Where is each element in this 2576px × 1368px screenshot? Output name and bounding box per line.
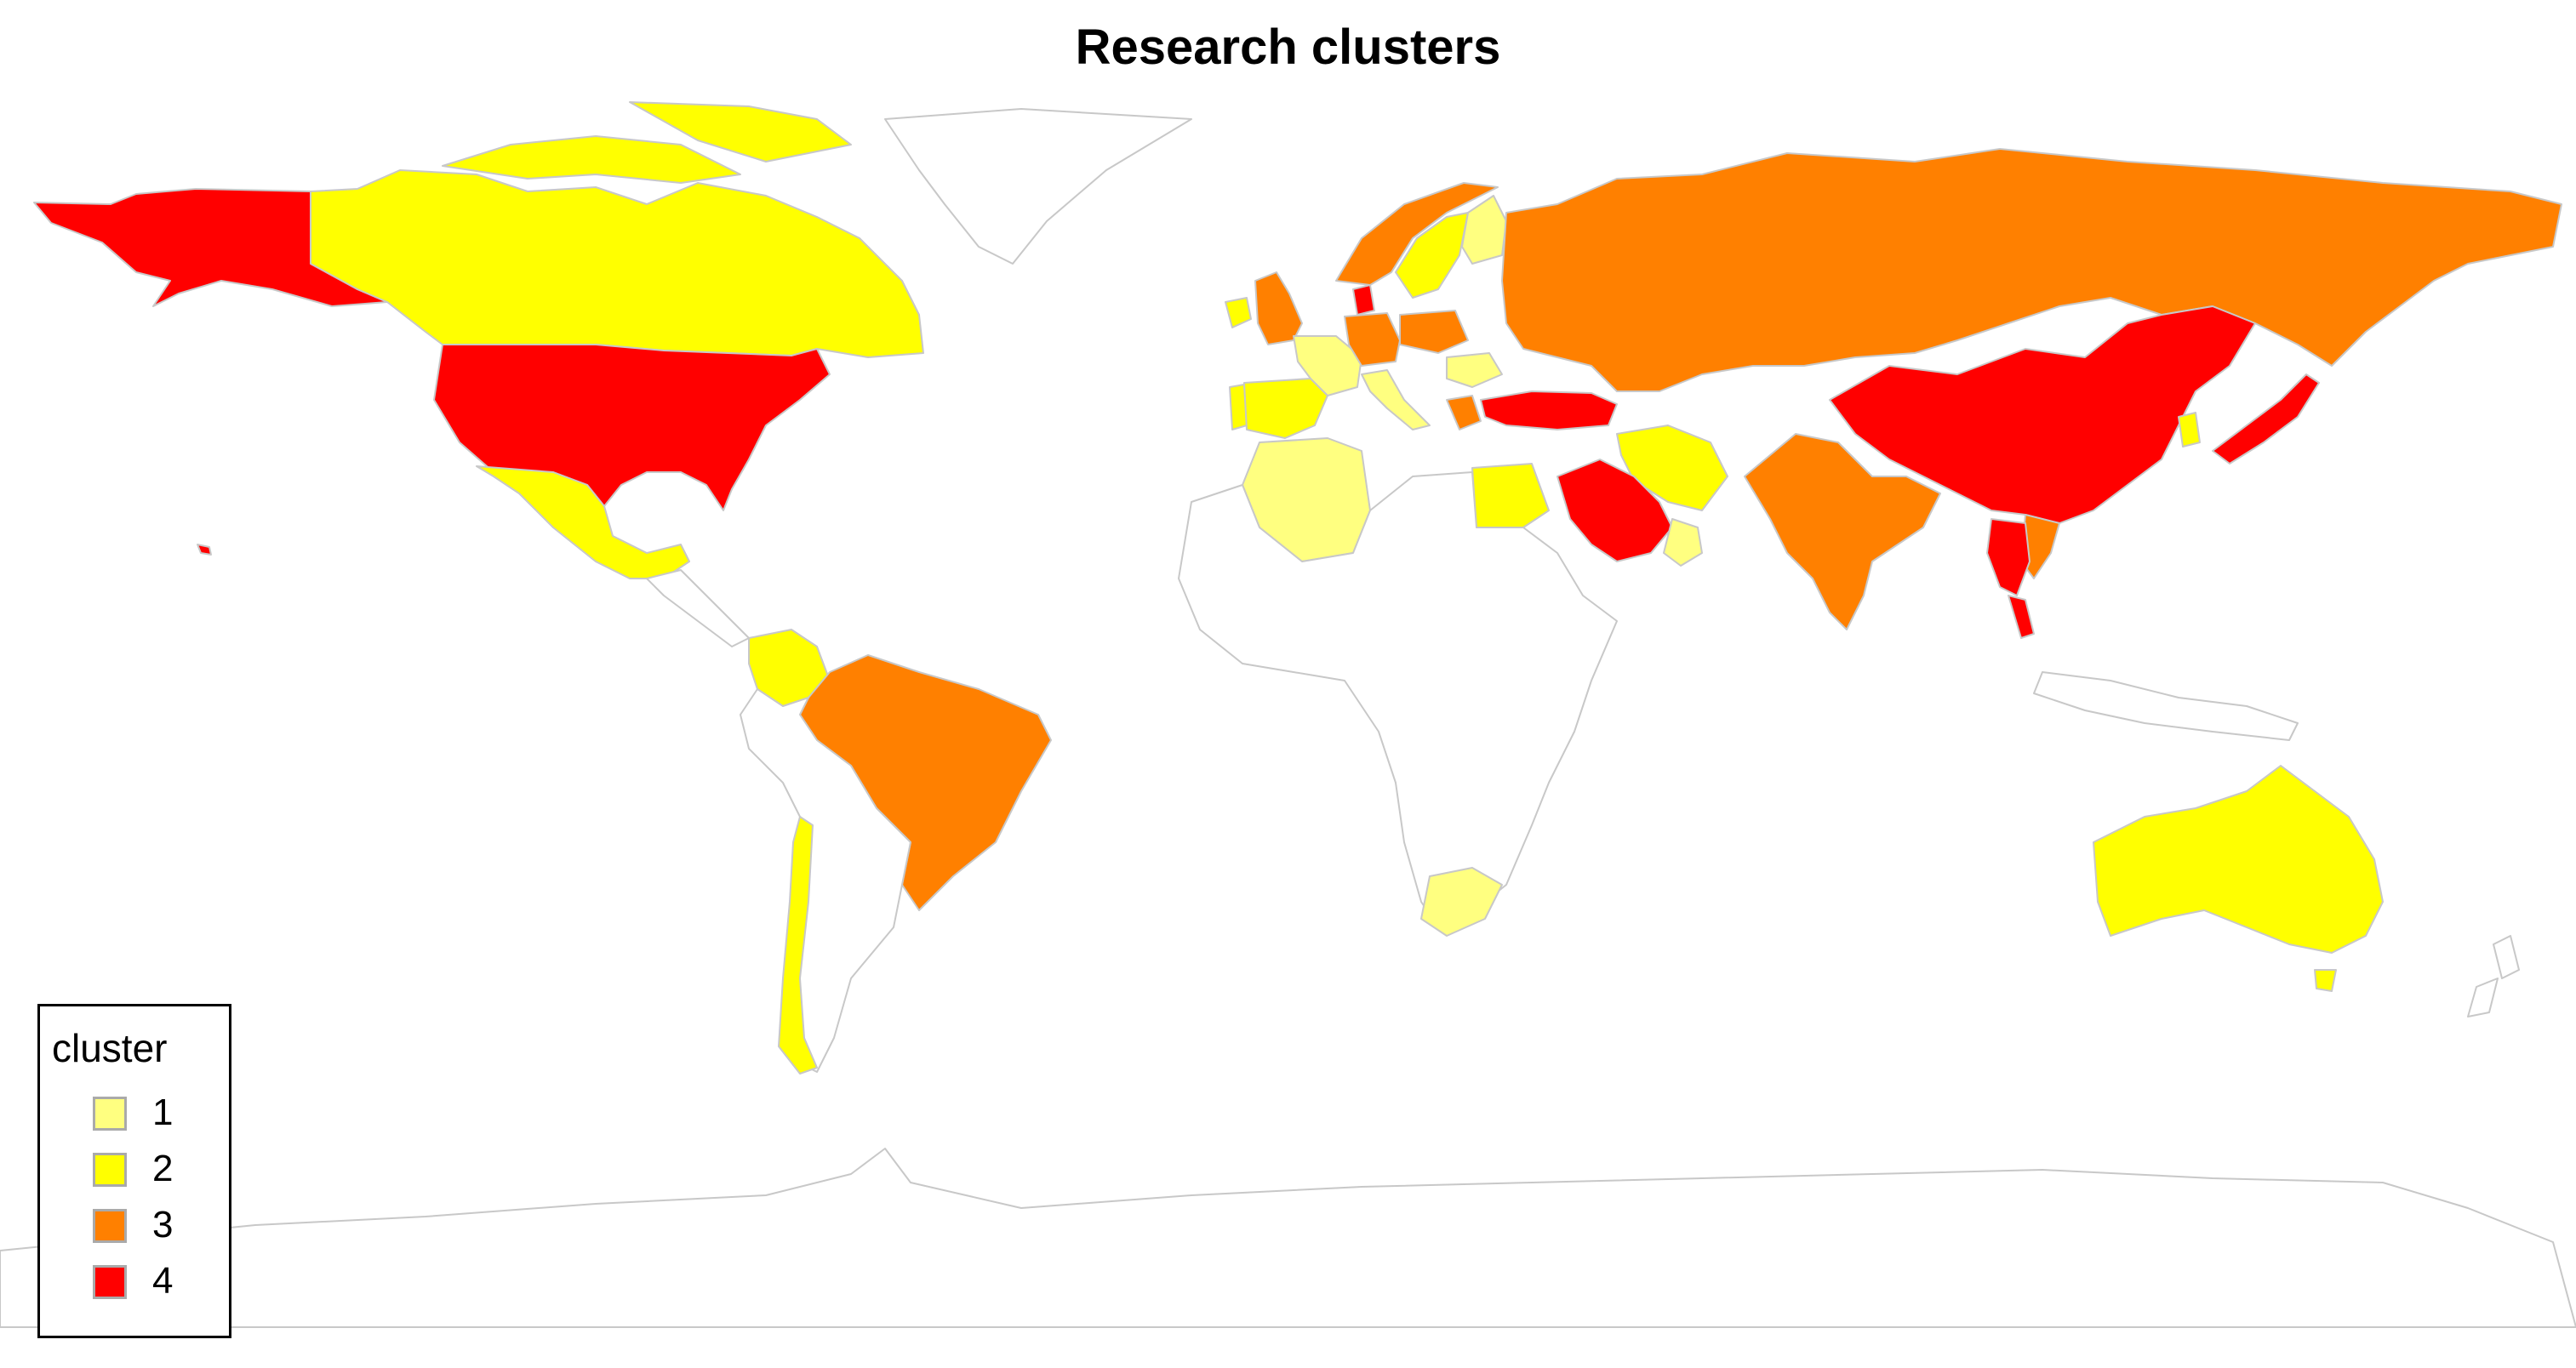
region-oman xyxy=(1663,518,1703,567)
region-hawaii xyxy=(197,544,212,556)
map-title: Research clusters xyxy=(1075,20,1501,75)
region-antarctica xyxy=(0,1148,2576,1328)
region-china xyxy=(1829,305,2256,524)
legend: cluster 1 2 3 4 xyxy=(37,1004,231,1338)
region-south-africa xyxy=(1420,867,1503,937)
region-finland xyxy=(1461,195,1507,265)
region-denmark xyxy=(1352,284,1375,316)
region-iran xyxy=(1616,425,1728,511)
region-mexico xyxy=(476,465,690,579)
region-chile xyxy=(778,816,818,1074)
legend-item-4: 4 xyxy=(93,1260,220,1304)
legend-swatch-2 xyxy=(93,1153,127,1187)
region-tasmania xyxy=(2314,969,2337,992)
legend-label-1: 1 xyxy=(152,1092,174,1133)
legend-swatch-1 xyxy=(93,1097,127,1131)
region-ireland xyxy=(1225,297,1252,328)
region-canada xyxy=(310,101,924,358)
region-germany xyxy=(1344,312,1401,367)
legend-item-3: 3 xyxy=(93,1204,220,1248)
region-greenland xyxy=(884,108,1192,265)
region-central-america xyxy=(646,569,750,647)
region-norway xyxy=(1335,182,1499,286)
region-africa-other xyxy=(1178,471,1618,928)
region-south-america-other xyxy=(740,688,911,1073)
region-italy xyxy=(1361,369,1431,430)
legend-label-3: 3 xyxy=(152,1204,174,1245)
legend-swatch-4 xyxy=(93,1265,127,1299)
region-united-states xyxy=(433,344,831,511)
region-indonesia xyxy=(2033,671,2299,741)
region-greece xyxy=(1446,395,1482,430)
region-egypt xyxy=(1471,463,1550,528)
region-united-kingdom xyxy=(1254,271,1303,345)
legend-swatch-3 xyxy=(93,1209,127,1243)
region-australia xyxy=(2093,765,2384,954)
region-france xyxy=(1293,335,1362,396)
region-saudi-arabia xyxy=(1556,459,1673,562)
region-korea xyxy=(2178,412,2201,447)
region-alaska xyxy=(33,188,388,307)
region-new-zealand xyxy=(2467,935,2520,1017)
legend-item-1: 1 xyxy=(93,1092,220,1136)
region-japan xyxy=(2212,373,2320,465)
region-india xyxy=(1744,433,1941,630)
legend-label-2: 2 xyxy=(152,1148,174,1189)
region-thailand xyxy=(1986,518,2031,596)
region-malaysia xyxy=(2008,595,2035,639)
region-spain xyxy=(1243,378,1328,439)
legend-item-2: 2 xyxy=(93,1148,220,1192)
legend-label-4: 4 xyxy=(152,1260,174,1302)
region-turkey xyxy=(1480,390,1618,430)
region-poland xyxy=(1399,310,1469,354)
region-romania xyxy=(1446,352,1503,388)
legend-title: cluster xyxy=(52,1026,168,1070)
